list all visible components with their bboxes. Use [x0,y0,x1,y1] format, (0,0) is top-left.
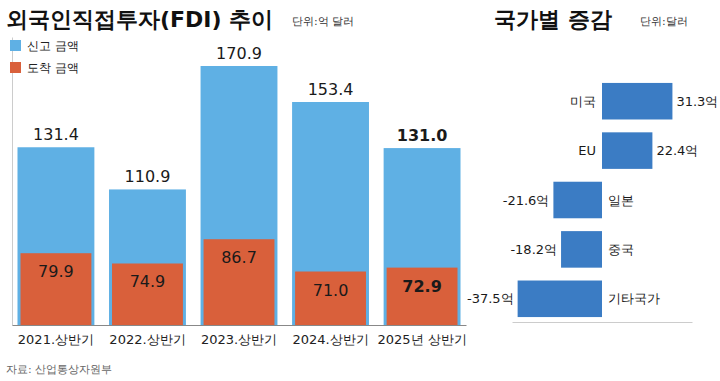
x-tick-label: 2023.상반기 [201,332,277,347]
bar-arrived [204,239,275,325]
bars [17,66,460,325]
bar-change [561,231,602,268]
chart-title: 외국인직접투자(FDI) 추이 [6,7,273,32]
bar-change [518,281,602,318]
bar-arrived [295,272,366,325]
bar-reported [17,147,94,325]
chart-subtitle: 단위:억 달러 [292,15,354,28]
data-labels: 131.4 110.9 170.9 153.4 131.0 79.9 74.9 86.7 71.… [33,44,447,300]
bar-arrived [20,253,91,325]
y-axis-line [12,38,13,326]
bar-arrived [387,268,458,325]
data-label: 110.9 [125,167,171,186]
bar-reported [109,189,186,325]
category-label: EU [578,143,596,158]
data-label: 74.9 [130,272,166,291]
data-label: 72.9 [402,277,441,296]
legend-swatch [10,40,21,51]
bar-arrived [112,263,183,325]
bar-reported [384,148,461,325]
y-axis [12,38,13,326]
data-label: 170.9 [216,44,262,63]
labels: 31.3억 미국 22.4억 EU -21.6억 일본 -18.2억 중국 -37.5억 기타국가 [467,94,718,307]
country-chart: 국가별 증감 단위:달러 31.3억 미국 22.4억 EU -21.6억 일본 -18.2억 중… [467,7,718,323]
x-tick: 2021.상반기 [18,332,94,347]
source-note: 자료: 산업통상자원부 [6,363,112,376]
x-tick-label: 2021.상반기 [18,332,94,347]
data-label: -37.5억 [467,291,514,306]
category-label: 중국 [608,242,634,257]
bar-reported [292,102,369,325]
x-tick: 2023.상반기 [201,332,277,347]
x-axis-line [513,322,693,323]
data-label: -21.6억 [503,193,550,208]
x-tick: 2024.상반기 [292,332,368,347]
x-tick: 2025년 상반기 [377,332,466,347]
x-tick: 2022.상반기 [109,332,185,347]
data-label: 86.7 [221,248,257,267]
data-label: 131.0 [397,126,448,145]
data-label: 153.4 [308,80,354,99]
legend-swatch [10,62,21,73]
legend-label: 도착 금액 [27,61,79,75]
bar-change [553,182,602,219]
bar-change [602,83,672,120]
x-axis [513,322,693,323]
x-axis: 2021.상반기 2022.상반기 2023.상반기 2024.상반기 2025년 상반… [13,326,467,347]
data-label: 79.9 [38,262,74,281]
category-label: 미국 [570,94,596,109]
data-label: 131.4 [33,125,79,144]
category-label: 기타국가 [608,291,660,306]
legend: 신고 금액도착 금액 [10,39,79,75]
bar-reported [201,66,278,325]
category-label: 일본 [608,193,634,208]
data-label: -18.2억 [510,242,557,257]
x-tick-label: 2024.상반기 [292,332,368,347]
fdi-chart: 외국인직접투자(FDI) 추이 단위:억 달러 131.4 110.9 170.9 153… [6,7,467,376]
data-label: 31.3억 [676,94,718,109]
x-axis-line [13,325,467,326]
chart-root: 외국인직접투자(FDI) 추이 단위:억 달러 131.4 110.9 170.9 153… [0,0,720,381]
legend-label: 신고 금액 [27,39,79,53]
x-tick-label: 2025년 상반기 [377,332,466,347]
data-label: 71.0 [313,281,349,300]
x-tick-label: 2022.상반기 [109,332,185,347]
chart-subtitle: 단위:달러 [640,15,688,28]
data-label: 22.4억 [656,143,698,158]
bar-change [602,132,652,169]
chart-title: 국가별 증감 [494,7,612,32]
